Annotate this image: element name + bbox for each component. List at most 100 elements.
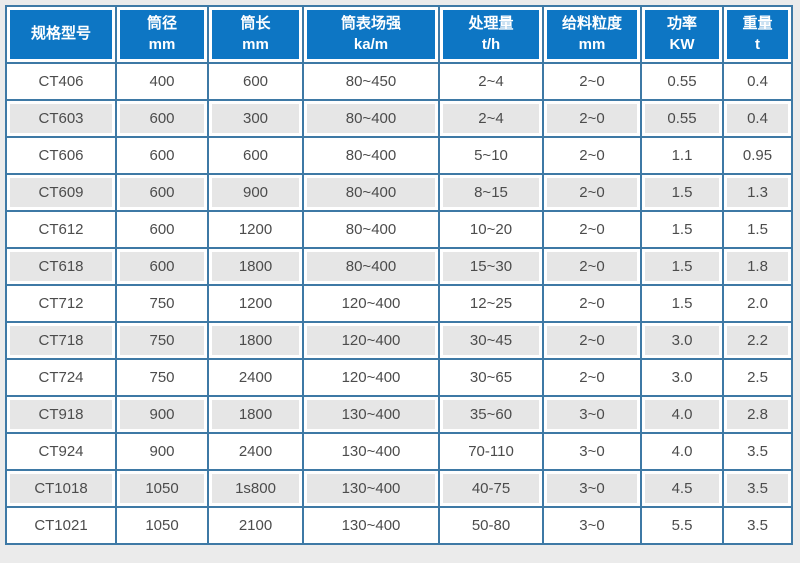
table-row: CT603 600 300 80~400 2~4 2~0 0.55 0.4 — [5, 99, 793, 138]
table-row: CT724 750 2400 120~400 30~65 2~0 3.0 2.5 — [5, 358, 793, 397]
cell-power: 1.1 — [640, 136, 724, 175]
cell-weight: 3.5 — [722, 469, 793, 508]
table-row: CT924 900 2400 130~400 70-110 3~0 4.0 3.… — [5, 432, 793, 471]
cell-feed-size: 2~0 — [542, 247, 642, 286]
cell-feed-size: 2~0 — [542, 358, 642, 397]
cell-diameter: 900 — [115, 432, 209, 471]
cell-length: 1800 — [207, 321, 304, 360]
col-header-power: 功率 KW — [640, 5, 724, 64]
cell-feed-size: 3~0 — [542, 469, 642, 508]
cell-diameter: 600 — [115, 136, 209, 175]
cell-field-strength: 130~400 — [302, 432, 440, 471]
cell-power: 0.55 — [640, 99, 724, 138]
cell-diameter: 600 — [115, 99, 209, 138]
cell-power: 5.5 — [640, 506, 724, 545]
col-header-capacity: 处理量 t/h — [438, 5, 544, 64]
cell-capacity: 2~4 — [438, 99, 544, 138]
cell-model: CT1018 — [5, 469, 117, 508]
cell-length: 1200 — [207, 284, 304, 323]
cell-weight: 1.3 — [722, 173, 793, 212]
col-header-label: 给料粒度 — [561, 15, 622, 33]
cell-feed-size: 2~0 — [542, 62, 642, 101]
cell-model: CT918 — [5, 395, 117, 434]
col-header-label: 处理量 — [468, 15, 514, 33]
table-row: CT712 750 1200 120~400 12~25 2~0 1.5 2.0 — [5, 284, 793, 323]
cell-length: 900 — [207, 173, 304, 212]
cell-model: CT609 — [5, 173, 117, 212]
cell-length: 300 — [207, 99, 304, 138]
cell-capacity: 30~65 — [438, 358, 544, 397]
table-row: CT612 600 1200 80~400 10~20 2~0 1.5 1.5 — [5, 210, 793, 249]
cell-length: 1800 — [207, 395, 304, 434]
cell-capacity: 70-110 — [438, 432, 544, 471]
table-row: CT1021 1050 2100 130~400 50-80 3~0 5.5 3… — [5, 506, 793, 545]
cell-length: 2400 — [207, 358, 304, 397]
cell-capacity: 15~30 — [438, 247, 544, 286]
cell-field-strength: 80~400 — [302, 247, 440, 286]
cell-power: 4.0 — [640, 395, 724, 434]
cell-feed-size: 3~0 — [542, 506, 642, 545]
cell-capacity: 5~10 — [438, 136, 544, 175]
cell-model: CT712 — [5, 284, 117, 323]
col-header-model: 规格型号 — [5, 5, 117, 64]
cell-length: 1800 — [207, 247, 304, 286]
cell-feed-size: 2~0 — [542, 136, 642, 175]
cell-model: CT924 — [5, 432, 117, 471]
cell-capacity: 8~15 — [438, 173, 544, 212]
cell-feed-size: 3~0 — [542, 395, 642, 434]
cell-diameter: 600 — [115, 173, 209, 212]
col-header-cylinder-length: 筒长 mm — [207, 5, 304, 64]
cell-diameter: 400 — [115, 62, 209, 101]
cell-power: 3.0 — [640, 358, 724, 397]
cell-capacity: 50-80 — [438, 506, 544, 545]
cell-weight: 2.2 — [722, 321, 793, 360]
cell-weight: 0.4 — [722, 99, 793, 138]
cell-weight: 1.8 — [722, 247, 793, 286]
cell-capacity: 2~4 — [438, 62, 544, 101]
table-row: CT606 600 600 80~400 5~10 2~0 1.1 0.95 — [5, 136, 793, 175]
col-header-label: 筒表场强 — [340, 15, 401, 33]
cell-field-strength: 80~400 — [302, 210, 440, 249]
cell-power: 1.5 — [640, 247, 724, 286]
cell-capacity: 12~25 — [438, 284, 544, 323]
col-header-label: 重量 — [742, 15, 773, 33]
table-row: CT1018 1050 1s800 130~400 40-75 3~0 4.5 … — [5, 469, 793, 508]
cell-weight: 1.5 — [722, 210, 793, 249]
cell-diameter: 1050 — [115, 469, 209, 508]
cell-weight: 2.5 — [722, 358, 793, 397]
cell-diameter: 1050 — [115, 506, 209, 545]
col-header-label: 筒长 — [240, 15, 271, 33]
cell-weight: 3.5 — [722, 432, 793, 471]
cell-model: CT724 — [5, 358, 117, 397]
cell-feed-size: 2~0 — [542, 210, 642, 249]
cell-model: CT618 — [5, 247, 117, 286]
cell-length: 2400 — [207, 432, 304, 471]
col-header-surface-field-strength: 筒表场强 ka/m — [302, 5, 440, 64]
col-header-unit: mm — [148, 35, 176, 53]
cell-diameter: 750 — [115, 284, 209, 323]
table-body: CT406 400 600 80~450 2~4 2~0 0.55 0.4 CT… — [5, 62, 793, 545]
cell-field-strength: 120~400 — [302, 284, 440, 323]
cell-diameter: 900 — [115, 395, 209, 434]
col-header-weight: 重量 t — [722, 5, 793, 64]
cell-power: 1.5 — [640, 210, 724, 249]
cell-capacity: 30~45 — [438, 321, 544, 360]
col-header-unit: t — [755, 35, 760, 53]
cell-power: 4.0 — [640, 432, 724, 471]
cell-field-strength: 80~400 — [302, 173, 440, 212]
cell-feed-size: 3~0 — [542, 432, 642, 471]
cell-weight: 0.95 — [722, 136, 793, 175]
cell-field-strength: 80~400 — [302, 99, 440, 138]
cell-capacity: 40-75 — [438, 469, 544, 508]
table-row: CT718 750 1800 120~400 30~45 2~0 3.0 2.2 — [5, 321, 793, 360]
cell-feed-size: 2~0 — [542, 321, 642, 360]
header-row: 规格型号 筒径 mm 筒长 mm 筒表场强 ka/m 处理量 t/h 给料粒度 mm 功率… — [5, 5, 793, 64]
table-header: 规格型号 筒径 mm 筒长 mm 筒表场强 ka/m 处理量 t/h 给料粒度 mm 功率… — [5, 5, 793, 64]
cell-weight: 2.0 — [722, 284, 793, 323]
cell-length: 600 — [207, 136, 304, 175]
table-row: CT918 900 1800 130~400 35~60 3~0 4.0 2.8 — [5, 395, 793, 434]
col-header-unit: t/h — [481, 35, 501, 53]
cell-power: 3.0 — [640, 321, 724, 360]
col-header-label: 规格型号 — [30, 25, 91, 43]
cell-length: 1s800 — [207, 469, 304, 508]
